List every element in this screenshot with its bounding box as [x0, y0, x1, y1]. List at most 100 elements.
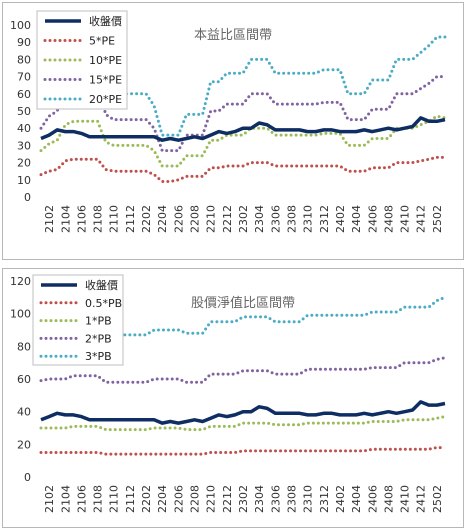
x-tick-label: 2502 — [431, 205, 444, 233]
x-tick-label: 2312 — [318, 205, 331, 233]
y-tick-label: 100 — [10, 19, 31, 32]
x-tick-label: 2104 — [59, 205, 72, 233]
x-axis-ticks: 2102 2104 2106 2108 2110 2112 2202 2204 2206 2208… — [43, 205, 444, 233]
x-tick-label: 2208 — [189, 205, 202, 233]
x-tick-label: 2306 — [269, 485, 282, 513]
y-tick-label: 90 — [17, 36, 31, 49]
x-tick-label: 2410 — [399, 205, 412, 233]
x-tick-label: 2204 — [156, 485, 169, 513]
x-tick-label: 2104 — [59, 485, 72, 513]
series-line-0 — [40, 400, 446, 425]
series-line-3 — [39, 356, 447, 384]
series-line-0 — [40, 116, 446, 142]
legend-label: 5*PE — [89, 35, 115, 48]
y-tick-label: 20 — [17, 438, 31, 451]
x-tick-label: 2412 — [415, 205, 428, 233]
x-tick-label: 2304 — [253, 205, 266, 233]
y-tick-label: 70 — [17, 71, 31, 84]
legend: 收盤價 5*PE 10*PE 15*PE 20*PE — [36, 10, 128, 110]
series-line-3 — [39, 75, 447, 153]
x-tick-label: 2406 — [366, 485, 379, 513]
y-tick-label: 80 — [17, 340, 31, 353]
x-tick-label: 2304 — [253, 485, 266, 513]
x-tick-label: 2108 — [92, 205, 105, 233]
x-tick-label: 2310 — [302, 485, 315, 513]
legend-box — [32, 274, 124, 366]
x-tick-label: 2112 — [124, 205, 137, 233]
x-tick-label: 2404 — [350, 205, 363, 233]
y-tick-label: 60 — [17, 88, 31, 101]
pb-band-chart-svg: 0 20 40 60 80 100 120 2102 2104 2106 2108 2110 2112… — [10, 274, 447, 513]
x-tick-label: 2212 — [221, 205, 234, 233]
legend-label: 2*PB — [85, 332, 112, 345]
legend-label: 20*PE — [89, 93, 122, 106]
series-line-2 — [39, 114, 447, 168]
legend: 收盤價 0.5*PB 1*PB 2*PB 3*PB — [32, 274, 124, 366]
x-tick-label: 2108 — [92, 485, 105, 513]
x-tick-label: 2406 — [366, 205, 379, 233]
x-tick-label: 2210 — [205, 485, 218, 513]
x-tick-label: 2206 — [172, 485, 185, 513]
legend-label: 0.5*PB — [85, 297, 122, 310]
x-tick-label: 2202 — [140, 205, 153, 233]
x-tick-label: 2210 — [205, 205, 218, 233]
x-tick-label: 2402 — [334, 485, 347, 513]
x-tick-label: 2404 — [350, 485, 363, 513]
legend-label: 收盤價 — [85, 278, 118, 292]
legend-label: 10*PE — [89, 54, 122, 67]
pb-band-chart: 0 20 40 60 80 100 120 2102 2104 2106 2108 2110 2112… — [2, 268, 464, 528]
x-tick-label: 2102 — [43, 205, 56, 233]
chart-title: 股價淨值比區間帶 — [191, 295, 295, 311]
x-tick-label: 2302 — [237, 205, 250, 233]
x-tick-label: 2206 — [172, 205, 185, 233]
x-tick-label: 2312 — [318, 485, 331, 513]
y-tick-label: 30 — [17, 139, 31, 152]
x-tick-label: 2410 — [399, 485, 412, 513]
y-tick-label: 60 — [17, 373, 31, 386]
x-tick-label: 2408 — [382, 205, 395, 233]
x-tick-label: 2308 — [285, 485, 298, 513]
x-tick-label: 2306 — [269, 205, 282, 233]
x-tick-label: 2204 — [156, 205, 169, 233]
series-line-1 — [39, 155, 447, 183]
x-tick-label: 2308 — [285, 205, 298, 233]
x-tick-label: 2310 — [302, 205, 315, 233]
y-tick-label: 0 — [24, 191, 31, 204]
x-tick-label: 2412 — [415, 485, 428, 513]
legend-label: 3*PB — [85, 350, 112, 363]
x-tick-label: 2102 — [43, 485, 56, 513]
series-line-1 — [39, 446, 447, 456]
y-tick-label: 10 — [17, 174, 31, 187]
x-tick-label: 2502 — [431, 485, 444, 513]
x-tick-label: 2106 — [75, 485, 88, 513]
y-tick-label: 40 — [17, 406, 31, 419]
y-tick-label: 100 — [10, 308, 31, 321]
y-tick-label: 0 — [24, 471, 31, 484]
x-tick-label: 2112 — [124, 485, 137, 513]
legend-label: 收盤價 — [89, 14, 122, 28]
x-tick-label: 2202 — [140, 485, 153, 513]
y-axis-ticks: 0 10 20 30 40 50 60 70 80 90 100 — [10, 19, 31, 204]
y-tick-label: 20 — [17, 157, 31, 170]
y-tick-label: 50 — [17, 105, 31, 118]
y-tick-label: 80 — [17, 53, 31, 66]
legend-label: 1*PB — [85, 315, 112, 328]
y-tick-label: 120 — [10, 275, 31, 288]
series-line-2 — [39, 415, 447, 432]
chart-title: 本益比區間帶 — [194, 28, 272, 43]
legend-box — [36, 10, 128, 110]
x-tick-label: 2208 — [189, 485, 202, 513]
x-tick-label: 2110 — [108, 205, 121, 233]
x-tick-label: 2110 — [108, 485, 121, 513]
x-tick-label: 2408 — [382, 485, 395, 513]
x-tick-label: 2402 — [334, 205, 347, 233]
y-axis-ticks: 0 20 40 60 80 100 120 — [10, 275, 31, 484]
x-axis-ticks: 2102 2104 2106 2108 2110 2112 2202 2204 2206 2208… — [43, 485, 444, 513]
x-tick-label: 2212 — [221, 485, 234, 513]
legend-label: 15*PE — [89, 74, 122, 87]
x-tick-label: 2302 — [237, 485, 250, 513]
pe-band-chart: 0 10 20 30 40 50 60 70 80 90 100 2102 2104 2106 2108 2… — [2, 2, 464, 260]
x-tick-label: 2106 — [75, 205, 88, 233]
y-tick-label: 40 — [17, 122, 31, 135]
